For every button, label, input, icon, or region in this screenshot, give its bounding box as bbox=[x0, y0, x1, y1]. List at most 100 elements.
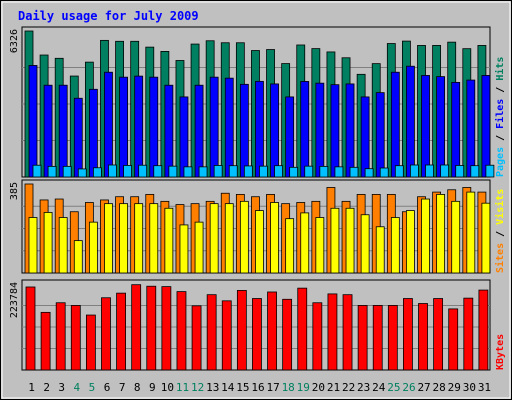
x-axis: 1 2 3 4 5 6 7 8 9 10 11 12 13 14 15 16 17 18 19 20 21 22 23 24 2… bbox=[28, 381, 491, 394]
x-tick-label: 22 bbox=[342, 381, 355, 394]
bar-kbytes-6 bbox=[101, 297, 111, 371]
bar-kbytes-22 bbox=[342, 294, 353, 371]
bar-kbytes-21 bbox=[327, 293, 338, 371]
x-tick-label: 9 bbox=[149, 381, 156, 394]
bar-kbytes-3 bbox=[55, 302, 66, 371]
x-tick-label: 10 bbox=[161, 381, 174, 394]
bar-pages-13 bbox=[213, 165, 223, 178]
bar-visits-19 bbox=[300, 212, 310, 274]
bar-pages-2 bbox=[47, 165, 57, 178]
bar-pages-14 bbox=[228, 165, 238, 178]
x-tick-label: 23 bbox=[357, 381, 370, 394]
bar-kbytes-27 bbox=[418, 303, 428, 371]
bar-files-4 bbox=[73, 97, 83, 178]
bar-visits-26 bbox=[406, 210, 415, 274]
bar-pages-9 bbox=[153, 165, 163, 178]
bar-pages-25 bbox=[394, 165, 404, 178]
bar-pages-18 bbox=[289, 166, 299, 178]
bar-visits-31 bbox=[481, 202, 491, 274]
bar-files-13 bbox=[209, 76, 219, 178]
bar-visits-9 bbox=[149, 203, 159, 274]
x-tick-label: 5 bbox=[89, 381, 96, 394]
bar-kbytes-28 bbox=[433, 298, 444, 371]
x-tick-label: 1 bbox=[28, 381, 35, 394]
legend-traffic: Pages / Files / Hits bbox=[494, 57, 506, 177]
bar-files-2 bbox=[43, 84, 53, 178]
legend-entry: Pages bbox=[495, 147, 506, 177]
bar-pages-30 bbox=[470, 165, 480, 178]
bar-files-6 bbox=[104, 71, 113, 178]
bar-kbytes-18 bbox=[282, 298, 293, 371]
bar-visits-20 bbox=[315, 217, 325, 274]
bar-pages-8 bbox=[138, 164, 148, 178]
x-tick-label: 31 bbox=[478, 381, 491, 394]
bar-kbytes-29 bbox=[448, 308, 459, 371]
x-tick-label: 27 bbox=[417, 381, 430, 394]
bar-visits-21 bbox=[330, 207, 340, 274]
bar-visits-28 bbox=[436, 194, 446, 274]
bar-files-16 bbox=[255, 80, 264, 178]
bar-kbytes-7 bbox=[116, 292, 126, 371]
bar-pages-16 bbox=[259, 165, 268, 178]
bar-kbytes-17 bbox=[267, 291, 277, 371]
bar-kbytes-8 bbox=[131, 284, 142, 371]
bar-visits-8 bbox=[134, 203, 144, 274]
bar-files-12 bbox=[194, 84, 204, 178]
bar-files-5 bbox=[88, 88, 98, 178]
bar-pages-24 bbox=[379, 167, 389, 178]
bar-pages-15 bbox=[243, 165, 253, 178]
bar-files-19 bbox=[300, 81, 310, 178]
bar-visits-10 bbox=[164, 207, 174, 274]
bar-pages-6 bbox=[108, 164, 117, 178]
bar-pages-20 bbox=[319, 165, 329, 178]
x-tick-label: 7 bbox=[119, 381, 126, 394]
bar-files-9 bbox=[149, 76, 159, 178]
bar-visits-11 bbox=[179, 224, 189, 274]
x-tick-label: 6 bbox=[104, 381, 111, 394]
bar-files-3 bbox=[58, 84, 68, 178]
bar-kbytes-30 bbox=[463, 297, 474, 371]
bar-visits-12 bbox=[194, 221, 204, 274]
x-tick-label: 19 bbox=[297, 381, 310, 394]
legend-entry: Hits bbox=[494, 57, 506, 81]
bar-files-10 bbox=[164, 84, 174, 178]
legend-kbytes: KBytes bbox=[495, 334, 506, 370]
x-tick-label: 3 bbox=[58, 381, 65, 394]
bar-kbytes-1 bbox=[25, 286, 36, 371]
bar-visits-2 bbox=[43, 212, 53, 274]
bar-pages-17 bbox=[274, 165, 283, 178]
bar-kbytes-12 bbox=[191, 305, 202, 371]
bar-visits-14 bbox=[224, 203, 234, 274]
panel-traffic: 6326 Pages / Files / Hits bbox=[9, 26, 506, 178]
bar-kbytes-13 bbox=[206, 294, 217, 371]
bar-visits-22 bbox=[345, 207, 355, 274]
bar-visits-25 bbox=[390, 217, 400, 274]
bar-files-30 bbox=[466, 79, 476, 178]
bar-pages-19 bbox=[304, 165, 314, 178]
bar-visits-4 bbox=[73, 240, 83, 274]
x-tick-label: 8 bbox=[134, 381, 141, 394]
x-tick-label: 26 bbox=[402, 381, 415, 394]
bar-visits-29 bbox=[451, 200, 461, 274]
bar-pages-29 bbox=[455, 165, 465, 178]
bar-kbytes-2 bbox=[40, 311, 51, 371]
x-tick-label: 12 bbox=[191, 381, 204, 394]
legend-entry: / bbox=[495, 225, 506, 243]
bar-files-20 bbox=[315, 82, 325, 178]
bar-files-8 bbox=[134, 75, 144, 178]
bar-visits-7 bbox=[119, 203, 128, 274]
bar-visits-3 bbox=[58, 217, 68, 274]
x-tick-label: 4 bbox=[74, 381, 81, 394]
bar-files-17 bbox=[270, 83, 279, 178]
bar-files-23 bbox=[360, 96, 370, 178]
y-max-label: 6326 bbox=[9, 29, 20, 53]
y-max-label: 385 bbox=[9, 182, 20, 200]
y-max-label: 223784 bbox=[9, 282, 20, 318]
legend-entry: KBytes bbox=[495, 334, 506, 370]
x-tick-label: 18 bbox=[282, 381, 295, 394]
bar-kbytes-26 bbox=[403, 298, 413, 371]
chart-title: Daily usage for July 2009 bbox=[18, 9, 199, 23]
bar-pages-1 bbox=[32, 164, 42, 178]
x-tick-label: 28 bbox=[433, 381, 446, 394]
